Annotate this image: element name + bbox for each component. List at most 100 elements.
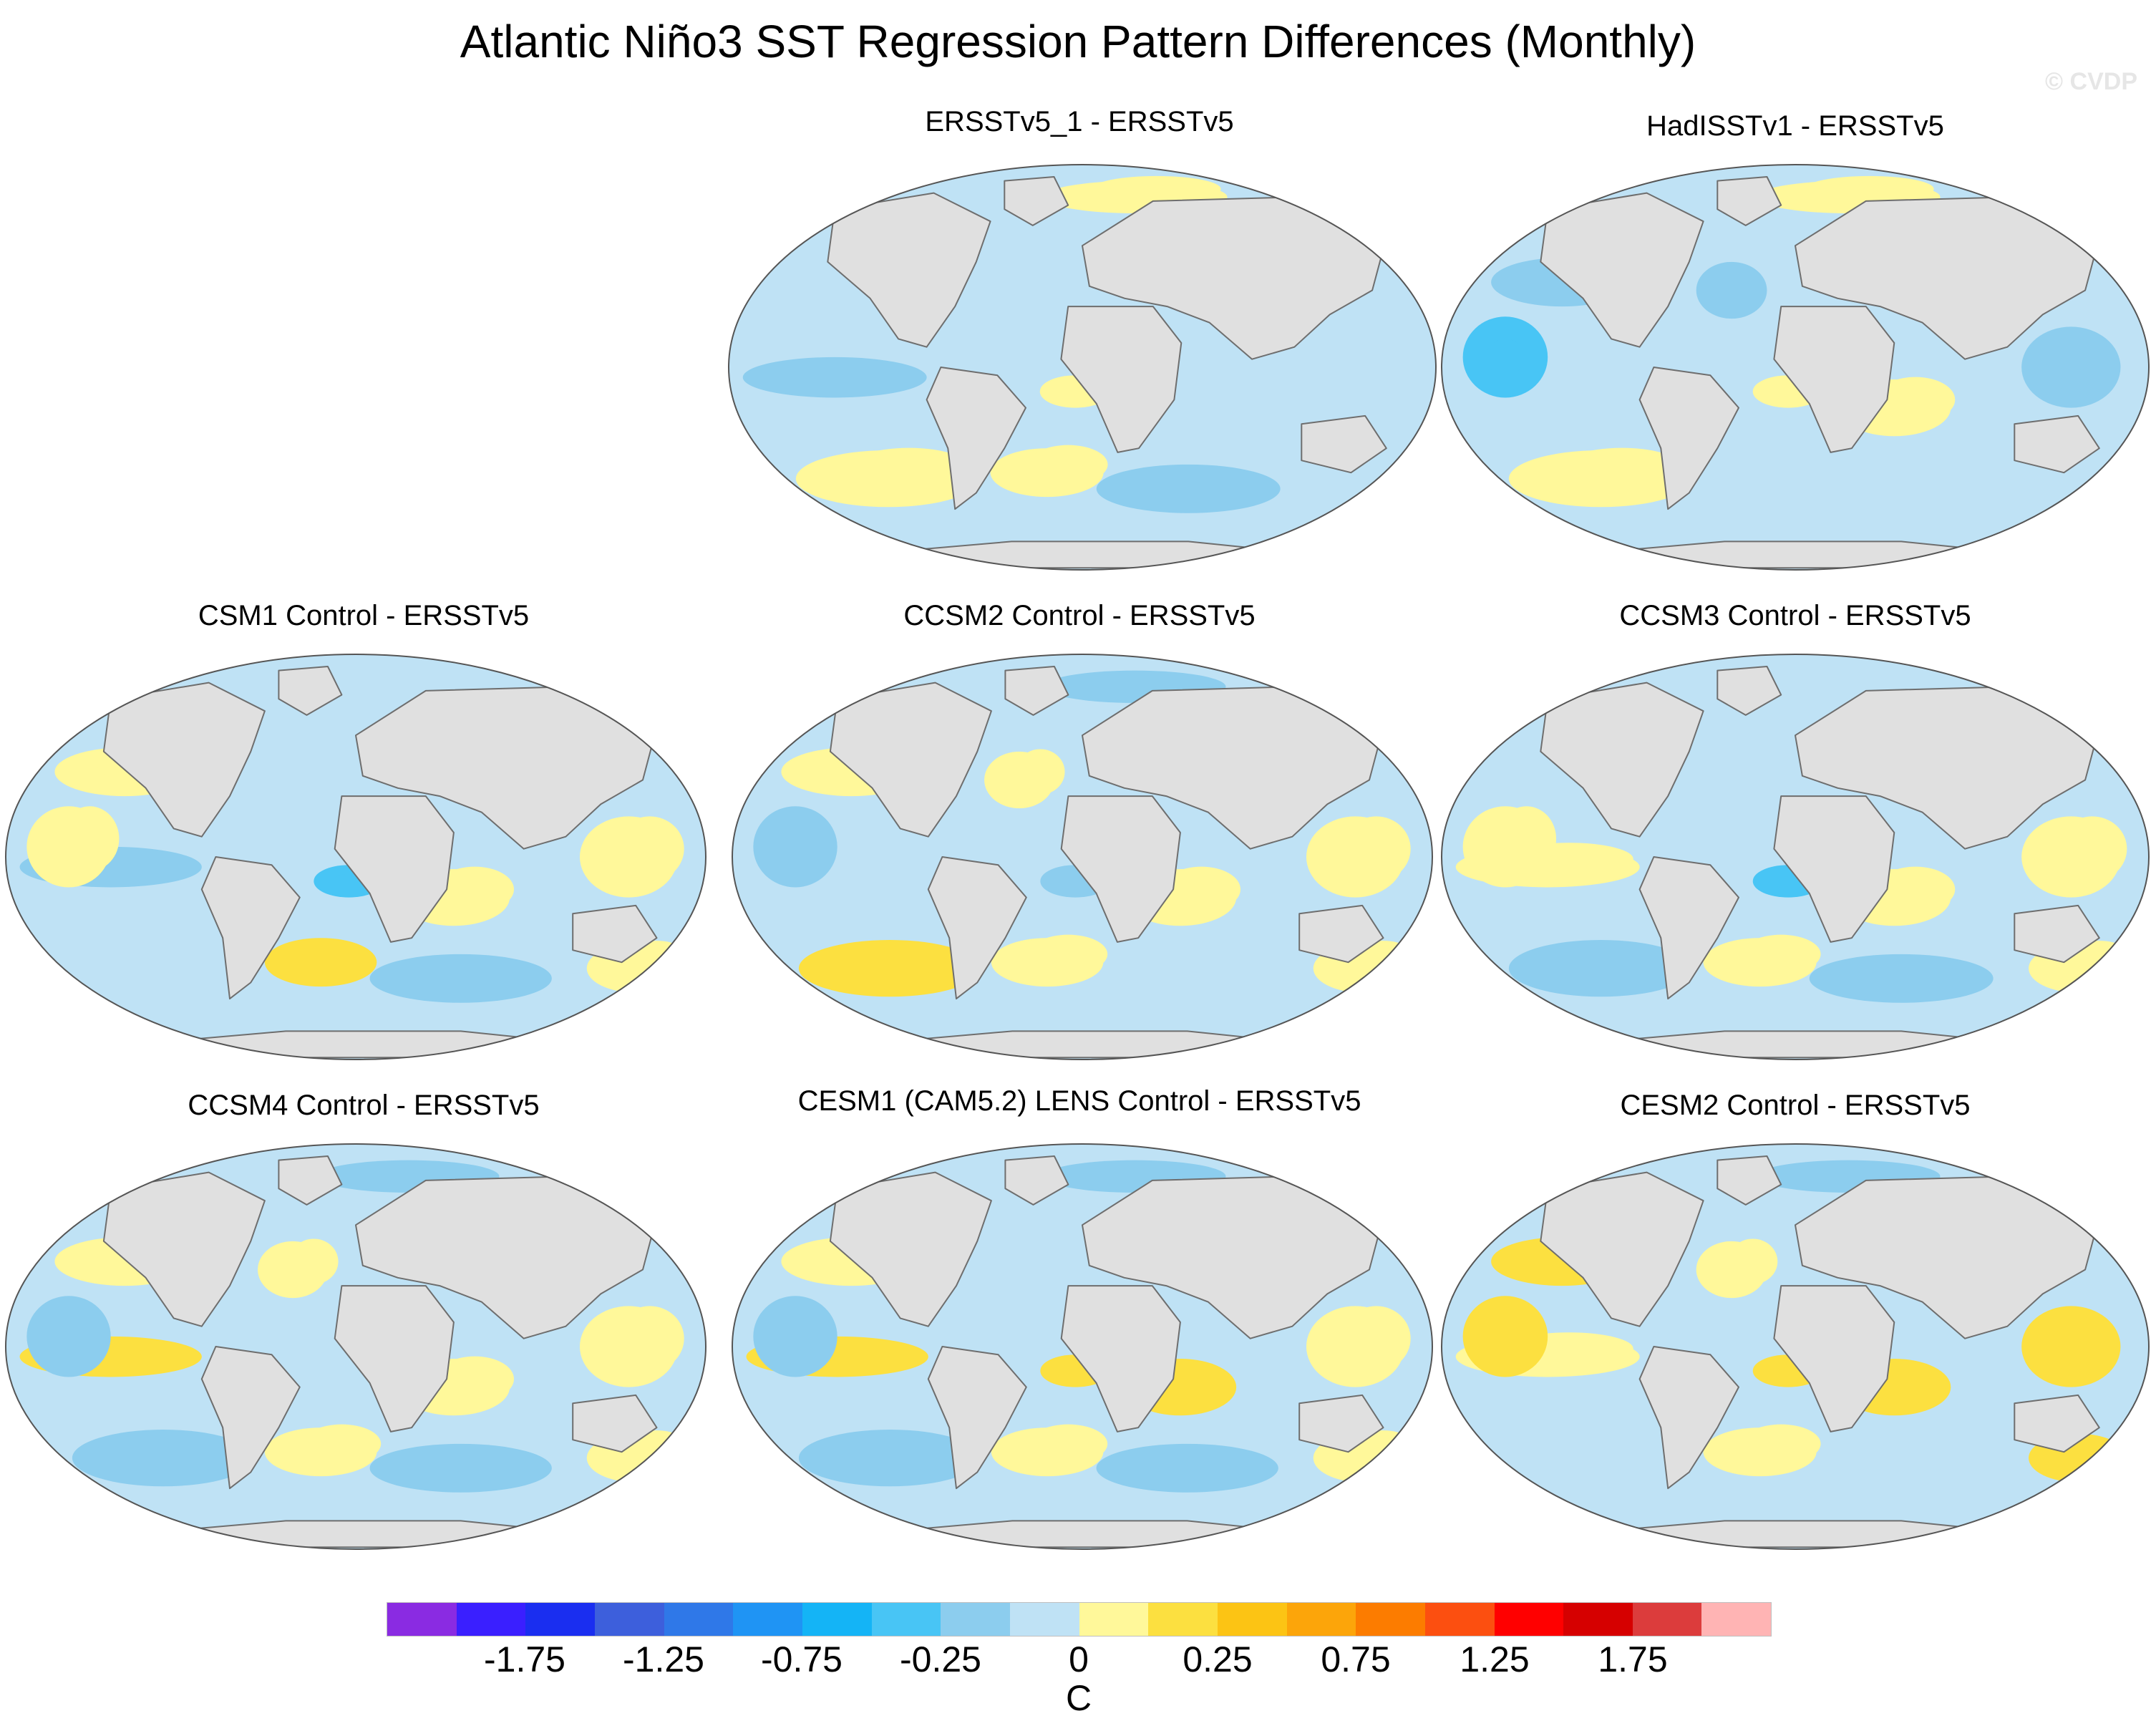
colorbar-swatch bbox=[871, 1603, 941, 1636]
land-mass bbox=[827, 192, 991, 348]
map-outline bbox=[732, 1143, 1433, 1550]
colorbar-swatch bbox=[1009, 1603, 1079, 1636]
panel-title-1: ERSSTv5_1 - ERSSTv5 bbox=[925, 106, 1234, 137]
colorbar-swatch bbox=[1217, 1603, 1287, 1636]
sst-anomaly-region bbox=[845, 447, 973, 494]
colorbar-tick-label: -1.25 bbox=[623, 1639, 704, 1679]
panel-title-3: CSM1 Control - ERSSTv5 bbox=[198, 600, 530, 631]
land-mass bbox=[200, 1346, 301, 1490]
colorbar-swatch bbox=[387, 1603, 457, 1636]
map-panel-8 bbox=[1441, 1143, 2150, 1550]
map-panel-2 bbox=[1441, 164, 2150, 571]
sst-anomaly-core bbox=[295, 951, 346, 974]
colorbar-swatch bbox=[1632, 1603, 1702, 1636]
panel-title-6: CCSM4 Control - ERSSTv5 bbox=[188, 1090, 540, 1121]
colorbar-swatch bbox=[941, 1603, 1010, 1636]
sst-anomaly-region bbox=[742, 357, 927, 398]
sst-anomaly-region bbox=[753, 806, 837, 888]
sst-anomaly-region bbox=[1741, 1424, 1821, 1464]
colorbar-swatch bbox=[802, 1603, 872, 1636]
sst-anomaly-region bbox=[1875, 866, 1956, 912]
sst-anomaly-region bbox=[1728, 1238, 1778, 1284]
sst-anomaly-region bbox=[1162, 866, 1241, 912]
sst-anomaly-region bbox=[1558, 447, 1686, 494]
sst-anomaly-region bbox=[1508, 940, 1693, 997]
land-mass bbox=[1298, 904, 1384, 964]
land-mass bbox=[927, 1346, 1027, 1490]
land-mass bbox=[926, 367, 1026, 510]
map-panel-6 bbox=[5, 1143, 706, 1550]
land-mass bbox=[1060, 795, 1181, 943]
sst-anomaly-region bbox=[2057, 816, 2127, 881]
sst-anomaly-region bbox=[435, 866, 515, 912]
land-mass bbox=[1004, 176, 1069, 226]
map-outline bbox=[1441, 1143, 2150, 1550]
map-outline bbox=[1441, 654, 2150, 1060]
map-panel-7 bbox=[732, 1143, 1433, 1550]
land-mass bbox=[1773, 795, 1895, 943]
sst-anomaly-core bbox=[1486, 1318, 1525, 1355]
sst-anomaly-region bbox=[1875, 377, 1956, 422]
land-mass bbox=[1540, 192, 1704, 348]
colorbar-swatch bbox=[1424, 1603, 1495, 1636]
colorbar-tick-label: -1.75 bbox=[484, 1639, 565, 1679]
land-mass bbox=[1773, 306, 1895, 453]
sst-anomaly-region bbox=[369, 954, 552, 1003]
colorbar-tick-label: 1.25 bbox=[1460, 1639, 1530, 1679]
map-panel-4 bbox=[732, 654, 1433, 1060]
colorbar-swatch bbox=[733, 1603, 802, 1636]
land-mass bbox=[572, 904, 658, 964]
sst-anomaly-region bbox=[1029, 934, 1108, 974]
map-outline bbox=[732, 654, 1433, 1060]
sst-anomaly-region bbox=[435, 1356, 515, 1402]
sst-anomaly-region bbox=[1741, 934, 1821, 974]
sst-anomaly-region bbox=[1696, 261, 1767, 319]
page-title: Atlantic Niño3 SST Regression Pattern Di… bbox=[460, 16, 1696, 67]
colorbar-tick-label: 1.75 bbox=[1598, 1639, 1668, 1679]
sst-anomaly-region bbox=[1809, 954, 1994, 1003]
land-mass bbox=[1638, 1346, 1739, 1490]
sst-anomaly-region bbox=[26, 1296, 111, 1377]
land-mass bbox=[1716, 666, 1782, 716]
sst-anomaly-region bbox=[615, 816, 684, 881]
colorbar-tick-label: -0.75 bbox=[761, 1639, 843, 1679]
land-mass bbox=[1773, 1285, 1895, 1432]
land-mass bbox=[102, 1171, 266, 1327]
colorbar-swatch bbox=[525, 1603, 595, 1636]
land-mass bbox=[2014, 904, 2100, 964]
sst-anomaly-region bbox=[1096, 1443, 1278, 1493]
land-mass bbox=[1638, 856, 1739, 1000]
colorbar-swatch bbox=[1286, 1603, 1356, 1636]
colorbar-tick-label: -0.25 bbox=[900, 1639, 981, 1679]
land-mass bbox=[278, 1155, 343, 1206]
land-mass bbox=[1638, 367, 1739, 510]
sst-anomaly-core bbox=[1486, 339, 1525, 376]
land-mass bbox=[1540, 682, 1704, 838]
land-mass bbox=[1060, 306, 1183, 453]
panel-title-4: CCSM2 Control - ERSSTv5 bbox=[903, 600, 1256, 631]
colorbar-swatch bbox=[594, 1603, 664, 1636]
sst-anomaly-region bbox=[60, 806, 120, 871]
sst-anomaly-region bbox=[1029, 1424, 1108, 1464]
land-mass bbox=[1716, 1155, 1782, 1206]
colorbar-tick-label: 0.75 bbox=[1321, 1639, 1391, 1679]
map-panel-3 bbox=[5, 654, 706, 1060]
sst-anomaly-region bbox=[1497, 806, 1557, 871]
land-mass bbox=[1298, 1394, 1384, 1453]
colorbar-swatch bbox=[456, 1603, 526, 1636]
map-outline bbox=[1441, 164, 2150, 571]
land-mass bbox=[1060, 1285, 1181, 1432]
sst-anomaly-core bbox=[2049, 1328, 2094, 1365]
sst-anomaly-region bbox=[302, 1424, 382, 1464]
colorbar-swatch bbox=[1079, 1603, 1149, 1636]
colorbar-swatch bbox=[1701, 1603, 1772, 1636]
sst-anomaly-region bbox=[1016, 749, 1065, 795]
colorbar-unit-label: C bbox=[1065, 1678, 1092, 1718]
sst-anomaly-region bbox=[1092, 175, 1221, 203]
land-mass bbox=[1716, 176, 1782, 226]
sst-anomaly-region bbox=[369, 1443, 552, 1493]
sst-anomaly-region bbox=[1341, 1306, 1411, 1371]
sst-anomaly-region bbox=[72, 1430, 255, 1487]
panel-title-2: HadISSTv1 - ERSSTv5 bbox=[1646, 110, 1944, 142]
land-mass bbox=[1301, 414, 1387, 474]
